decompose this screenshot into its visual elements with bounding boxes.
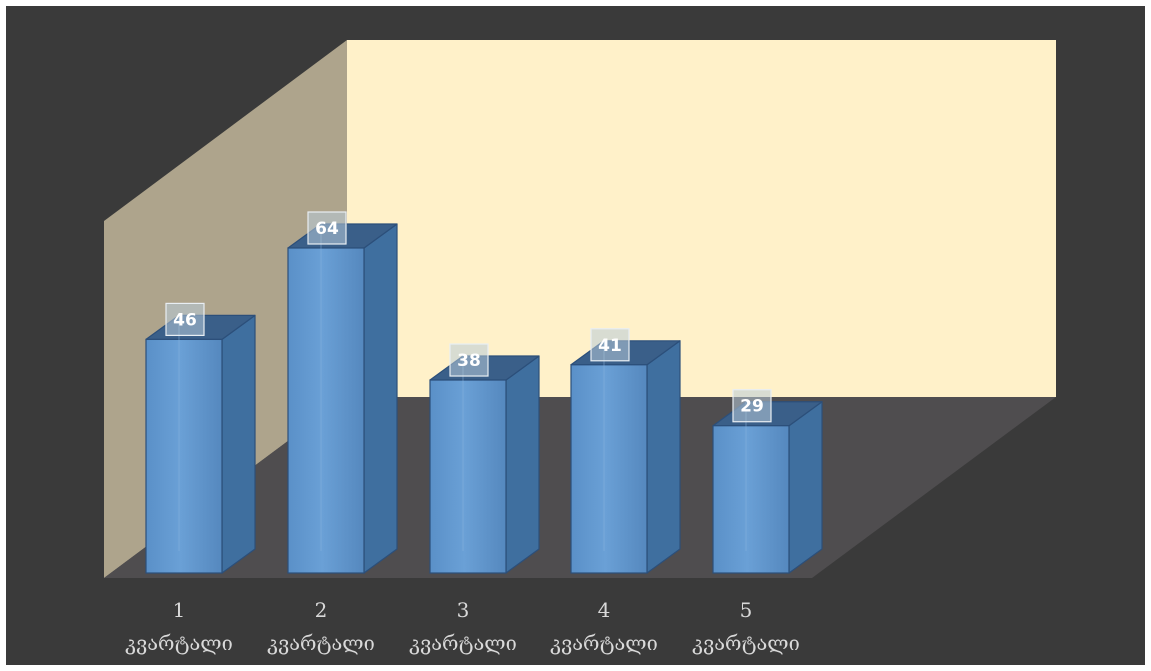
category-label-1-number: 1 (173, 598, 186, 622)
bar-side-4 (646, 340, 681, 574)
bar-side-1 (221, 314, 256, 574)
category-label-2-word: კვარტალი (267, 631, 375, 655)
bar-1 (145, 338, 223, 574)
category-label-3-word: კვარტალი (409, 631, 517, 655)
category-label-4-number: 4 (598, 598, 611, 622)
data-label-5: 29 (740, 397, 764, 417)
category-label-2-number: 2 (315, 598, 328, 622)
data-label-box-1 (165, 302, 205, 337)
category-label-4-word: კვარტალი (550, 631, 658, 655)
bar-side-2 (363, 223, 398, 574)
bar-5 (712, 425, 790, 574)
category-label-3-number: 3 (457, 598, 470, 622)
bar-4 (570, 364, 648, 574)
data-label-box-3 (449, 343, 489, 377)
data-label-1: 46 (173, 310, 197, 330)
data-label-box-5 (732, 389, 772, 423)
data-label-box-4 (590, 328, 630, 362)
category-label-5-word: კვარტალი (692, 631, 800, 655)
bar-3 (429, 379, 507, 574)
bar-2 (287, 247, 365, 574)
data-label-2: 64 (315, 219, 339, 239)
bar-side-5 (788, 401, 823, 574)
category-label-5-number: 5 (740, 598, 753, 622)
data-label-box-2 (307, 211, 347, 245)
data-label-3: 38 (457, 351, 481, 371)
category-label-1-word: კვარტალი (125, 631, 233, 655)
bar-side-3 (505, 355, 540, 574)
back-wall (347, 40, 1056, 397)
data-label-4: 41 (598, 336, 622, 356)
